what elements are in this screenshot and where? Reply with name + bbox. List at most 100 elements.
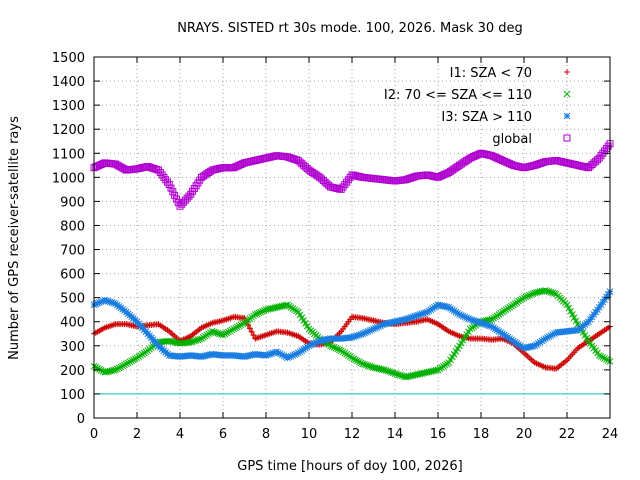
data-point [366, 362, 374, 370]
data-point [359, 330, 367, 338]
data-point [198, 173, 205, 181]
data-point [393, 370, 401, 378]
data-point [314, 338, 322, 346]
data-point [379, 321, 386, 329]
data-point [237, 321, 245, 329]
data-point [96, 299, 103, 306]
data-point [189, 338, 196, 345]
data-point [330, 344, 338, 351]
x-tick-label: 12 [344, 427, 361, 442]
x-tick-label: 22 [559, 427, 576, 442]
data-point [112, 366, 119, 374]
data-point [386, 368, 393, 376]
data-point [382, 367, 390, 374]
data-point [226, 327, 234, 335]
data-point [284, 153, 291, 161]
data-point [95, 161, 103, 169]
y-tick-label: 500 [60, 292, 85, 307]
y-tick-label: 300 [60, 340, 85, 355]
data-point [567, 307, 574, 315]
data-point [479, 320, 487, 327]
data-point [411, 173, 419, 181]
data-point [130, 356, 137, 364]
data-point [289, 352, 297, 359]
y-tick-label: 1500 [52, 51, 85, 66]
data-point [495, 155, 503, 163]
data-point [337, 185, 345, 193]
data-point [275, 349, 282, 357]
data-point [113, 365, 121, 373]
data-point [119, 362, 127, 370]
data-point [364, 362, 372, 370]
data-point [599, 354, 607, 361]
data-point [185, 192, 193, 200]
data-point [246, 325, 253, 332]
data-point [563, 301, 571, 309]
data-point [486, 322, 494, 330]
data-point [350, 333, 358, 341]
data-point [305, 342, 313, 350]
data-point [597, 353, 605, 360]
data-point [542, 335, 549, 342]
legend-label: I3: SZA > 110 [441, 110, 532, 125]
data-point [253, 310, 261, 318]
data-point [422, 309, 429, 317]
legend: I1: SZA < 70 I2: 70 <= SZA <= 110 I3: SZA … [384, 66, 571, 147]
data-point [110, 366, 118, 374]
data-point [384, 367, 392, 375]
data-point [405, 314, 413, 322]
x-tick-label: 10 [301, 427, 318, 442]
y-tick-label: 1000 [52, 171, 85, 186]
data-point [377, 322, 385, 330]
data-point [370, 325, 377, 333]
data-point [214, 329, 221, 337]
data-point [348, 334, 356, 341]
data-point [334, 345, 342, 353]
data-point [447, 167, 455, 175]
data-point [121, 361, 128, 369]
data-point [395, 371, 402, 379]
data-point [439, 171, 447, 179]
y-tick-label: 0 [77, 412, 85, 427]
data-point [97, 298, 105, 306]
y-tick-label: 700 [60, 244, 85, 259]
data-point [500, 157, 508, 165]
data-point [183, 194, 191, 202]
data-point [355, 358, 363, 366]
legend-marker [563, 90, 571, 98]
data-point [486, 316, 494, 324]
series-3 [90, 140, 614, 210]
data-point [481, 320, 488, 328]
data-point [293, 350, 300, 358]
x-tick-label: 20 [516, 427, 533, 442]
data-point [216, 330, 223, 338]
data-point [595, 303, 603, 311]
data-point [459, 159, 467, 167]
data-point [266, 350, 273, 358]
data-point [418, 310, 426, 318]
data-point [146, 163, 154, 171]
y-tick-label: 1100 [52, 147, 85, 162]
data-point [603, 293, 610, 301]
data-point [101, 296, 109, 304]
data-point [599, 298, 607, 306]
x-tick-label: 4 [176, 427, 184, 442]
data-point [595, 154, 603, 162]
data-point [527, 291, 535, 298]
data-point [522, 293, 530, 301]
axis-ticks: 0 2 4 6 8 10 12 14 16 18 20 22 240100200300400500600… [52, 51, 618, 442]
data-point [470, 152, 478, 160]
data-point [287, 352, 295, 360]
data-point [454, 163, 462, 171]
data-point [534, 160, 542, 168]
data-point [219, 331, 227, 339]
data-point [452, 164, 460, 172]
data-point [549, 289, 557, 297]
data-point [572, 317, 580, 325]
data-point [483, 321, 490, 329]
data-point [282, 353, 290, 361]
data-point [147, 164, 155, 172]
data-point [99, 297, 107, 305]
data-point [404, 175, 412, 183]
data-point [128, 357, 135, 365]
